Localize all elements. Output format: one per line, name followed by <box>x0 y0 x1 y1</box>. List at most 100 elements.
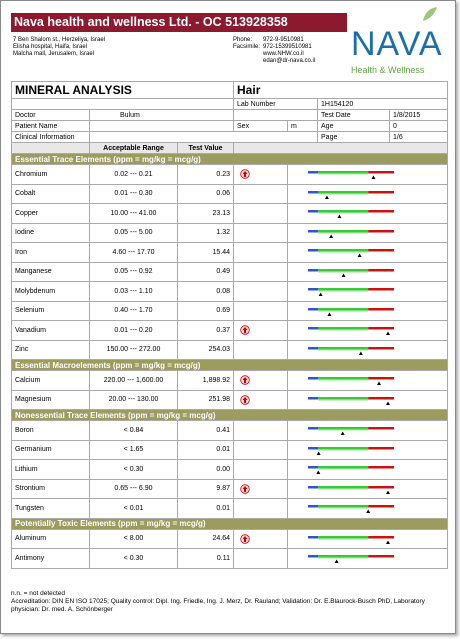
gauge-normal-shade <box>318 212 369 215</box>
range: 20.00 --- 130.00 <box>89 389 178 410</box>
element-row: Germanium < 1.65 0.01 <box>11 439 449 460</box>
high-flag <box>240 375 250 385</box>
gauge-normal-shade <box>318 449 369 451</box>
gauge-high <box>368 396 395 400</box>
gauge-normal <box>318 307 369 311</box>
value-marker <box>358 351 363 355</box>
element-row: Tungsten < 0.01 0.01 <box>11 498 449 519</box>
range: 0.65 --- 6.90 <box>89 478 178 499</box>
address: Malcha mall, Jerusalem, Israel <box>13 51 95 57</box>
test-value: 15.44 <box>176 242 235 263</box>
gauge-low <box>308 555 319 558</box>
element-row: Chromium 0.02 --- 0.21 0.23 <box>11 164 449 185</box>
value: 1/6 <box>389 131 449 143</box>
gauge <box>308 377 395 386</box>
gauge-cell <box>287 459 449 480</box>
gauge-normal <box>318 446 369 450</box>
gauge <box>308 171 395 180</box>
test-value: 9.87 <box>176 478 235 499</box>
test-value: 0.37 <box>176 320 235 341</box>
gauge-cell <box>287 370 449 391</box>
gauge-high <box>368 446 395 450</box>
flag-cell <box>233 222 289 243</box>
section-title: Essential Trace Elements (ppm = mg/kg = … <box>10 153 449 165</box>
gauge-normal-shade <box>318 290 369 293</box>
gauge-cell <box>287 339 449 360</box>
label: Patient Name <box>11 120 90 132</box>
section-title: Nonessential Trace Elements (ppm = mg/kg… <box>10 409 449 421</box>
element-row: Strontium 0.65 --- 6.90 9.87 <box>11 478 449 499</box>
gauge-low <box>308 535 319 539</box>
element-name: Germanium <box>11 439 90 460</box>
gauge-low <box>308 446 319 450</box>
gauge-cell <box>287 439 449 460</box>
label: Clinical Information <box>11 131 90 143</box>
gauge-normal <box>318 466 369 469</box>
gauge-low <box>308 268 319 272</box>
test-value: 0.01 <box>176 498 235 519</box>
gauge-cell <box>287 389 449 410</box>
value-marker <box>334 559 339 564</box>
gauge-normal <box>318 555 369 558</box>
high-flag <box>240 534 250 544</box>
range: 0.02 --- 0.21 <box>89 164 178 185</box>
element-row: Boron < 0.84 0.41 <box>11 420 449 441</box>
gauge-normal-shade <box>318 232 369 234</box>
value-marker <box>324 195 329 199</box>
gauge-normal-shade <box>318 468 369 471</box>
label: Doctor <box>11 109 90 121</box>
contact-line: Phone: 972-9-9510981 <box>233 37 315 44</box>
gauge <box>308 268 395 277</box>
value-marker <box>318 292 323 297</box>
cell <box>88 131 319 143</box>
tagline: Health & Wellness <box>351 65 425 75</box>
flag-cell <box>233 528 289 549</box>
flag-arrow <box>242 535 248 542</box>
gauge-cell <box>287 222 449 243</box>
gauge <box>308 210 395 219</box>
flag-cell <box>233 164 289 185</box>
range: < 1.65 <box>89 439 178 460</box>
gauge-high <box>368 190 395 194</box>
gauge-normal-shade <box>318 557 369 560</box>
element-row: Molybdenum 0.03 --- 1.10 0.08 <box>11 281 449 302</box>
footnote: n.n. = not detected <box>11 590 66 597</box>
column-header: Test Value <box>176 142 235 154</box>
section-row: Potentially Toxic Elements (ppm = mg/kg … <box>10 517 449 530</box>
range: 0.01 --- 0.30 <box>89 183 178 204</box>
gauge <box>308 288 395 297</box>
element-name: Molybdenum <box>11 281 90 302</box>
gauge-cell <box>287 300 449 321</box>
flag-cell <box>233 439 289 460</box>
gauge-high <box>368 288 395 291</box>
contact-label: Phone: <box>233 37 253 43</box>
value-marker <box>377 381 382 386</box>
gauge-normal <box>318 327 369 330</box>
gauge <box>308 327 395 336</box>
gauge-normal <box>318 377 369 380</box>
gauge <box>308 427 395 436</box>
test-value: 0.00 <box>176 459 235 480</box>
logo: NAVA <box>351 25 443 63</box>
gauge <box>308 396 395 405</box>
gauge-high <box>368 427 395 430</box>
value-marker <box>385 490 390 494</box>
gauge <box>308 249 395 258</box>
flag-arrow <box>242 327 248 334</box>
section-title: Potentially Toxic Elements (ppm = mg/kg … <box>10 517 449 530</box>
gauge <box>308 535 395 544</box>
label: Age <box>317 120 391 132</box>
gauge-cell <box>287 203 449 224</box>
high-flag <box>240 325 250 335</box>
element-row: Copper 10.00 --- 41.00 23.13 <box>11 203 449 224</box>
address-block: 7 Ben Shalom st., Herzeliya, Israel Elis… <box>13 37 105 58</box>
value-marker <box>329 234 334 238</box>
value-marker <box>341 273 346 277</box>
element-row: Aluminum < 8.00 24.64 <box>11 528 449 549</box>
contact-value: 972-15399510981 <box>263 44 312 50</box>
range: 10.00 --- 41.00 <box>89 203 178 224</box>
gauge-high <box>368 268 395 272</box>
gauge-high <box>368 377 395 380</box>
test-value: 0.06 <box>176 183 235 204</box>
